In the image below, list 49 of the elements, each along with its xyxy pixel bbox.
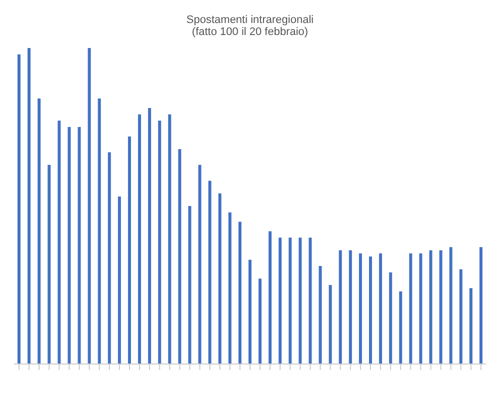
bar — [358, 253, 362, 364]
bar — [218, 193, 222, 364]
bar — [439, 250, 442, 364]
bar — [88, 48, 91, 364]
bar — [459, 269, 462, 364]
bar — [28, 48, 31, 364]
bar — [258, 278, 262, 364]
bar — [128, 136, 131, 364]
bar — [68, 127, 71, 364]
bar — [288, 238, 292, 364]
bar — [38, 98, 41, 364]
bar — [479, 247, 482, 364]
bar — [108, 152, 111, 364]
bar — [268, 231, 272, 364]
bar — [118, 196, 121, 364]
bar — [138, 114, 142, 364]
bar — [78, 127, 81, 364]
bar — [188, 206, 192, 364]
bar — [18, 54, 21, 364]
bar — [278, 238, 282, 364]
bar — [389, 272, 392, 364]
bar — [198, 164, 202, 364]
bar — [58, 120, 61, 364]
bar — [98, 98, 101, 364]
bar — [248, 260, 252, 364]
chart-subtitle: (fatto 100 il 20 febbraio) — [190, 26, 310, 38]
bar — [399, 291, 402, 364]
bar — [208, 180, 212, 364]
bar — [429, 250, 432, 364]
bar — [318, 266, 322, 364]
bar — [298, 238, 302, 364]
bar — [228, 212, 232, 364]
bar — [238, 222, 242, 364]
bar — [379, 253, 382, 364]
bar — [419, 253, 422, 364]
bar — [348, 250, 352, 364]
bar — [48, 164, 51, 364]
bar — [369, 256, 372, 364]
chart-title: Spostamenti intraregionali — [185, 14, 315, 26]
bar — [148, 108, 152, 364]
bar — [328, 285, 332, 364]
bar — [178, 149, 182, 364]
bar — [158, 120, 162, 364]
bar — [338, 250, 342, 364]
bar — [168, 114, 172, 364]
bar — [469, 288, 472, 364]
bar — [308, 238, 312, 364]
bar — [449, 247, 452, 364]
bar — [409, 253, 412, 364]
